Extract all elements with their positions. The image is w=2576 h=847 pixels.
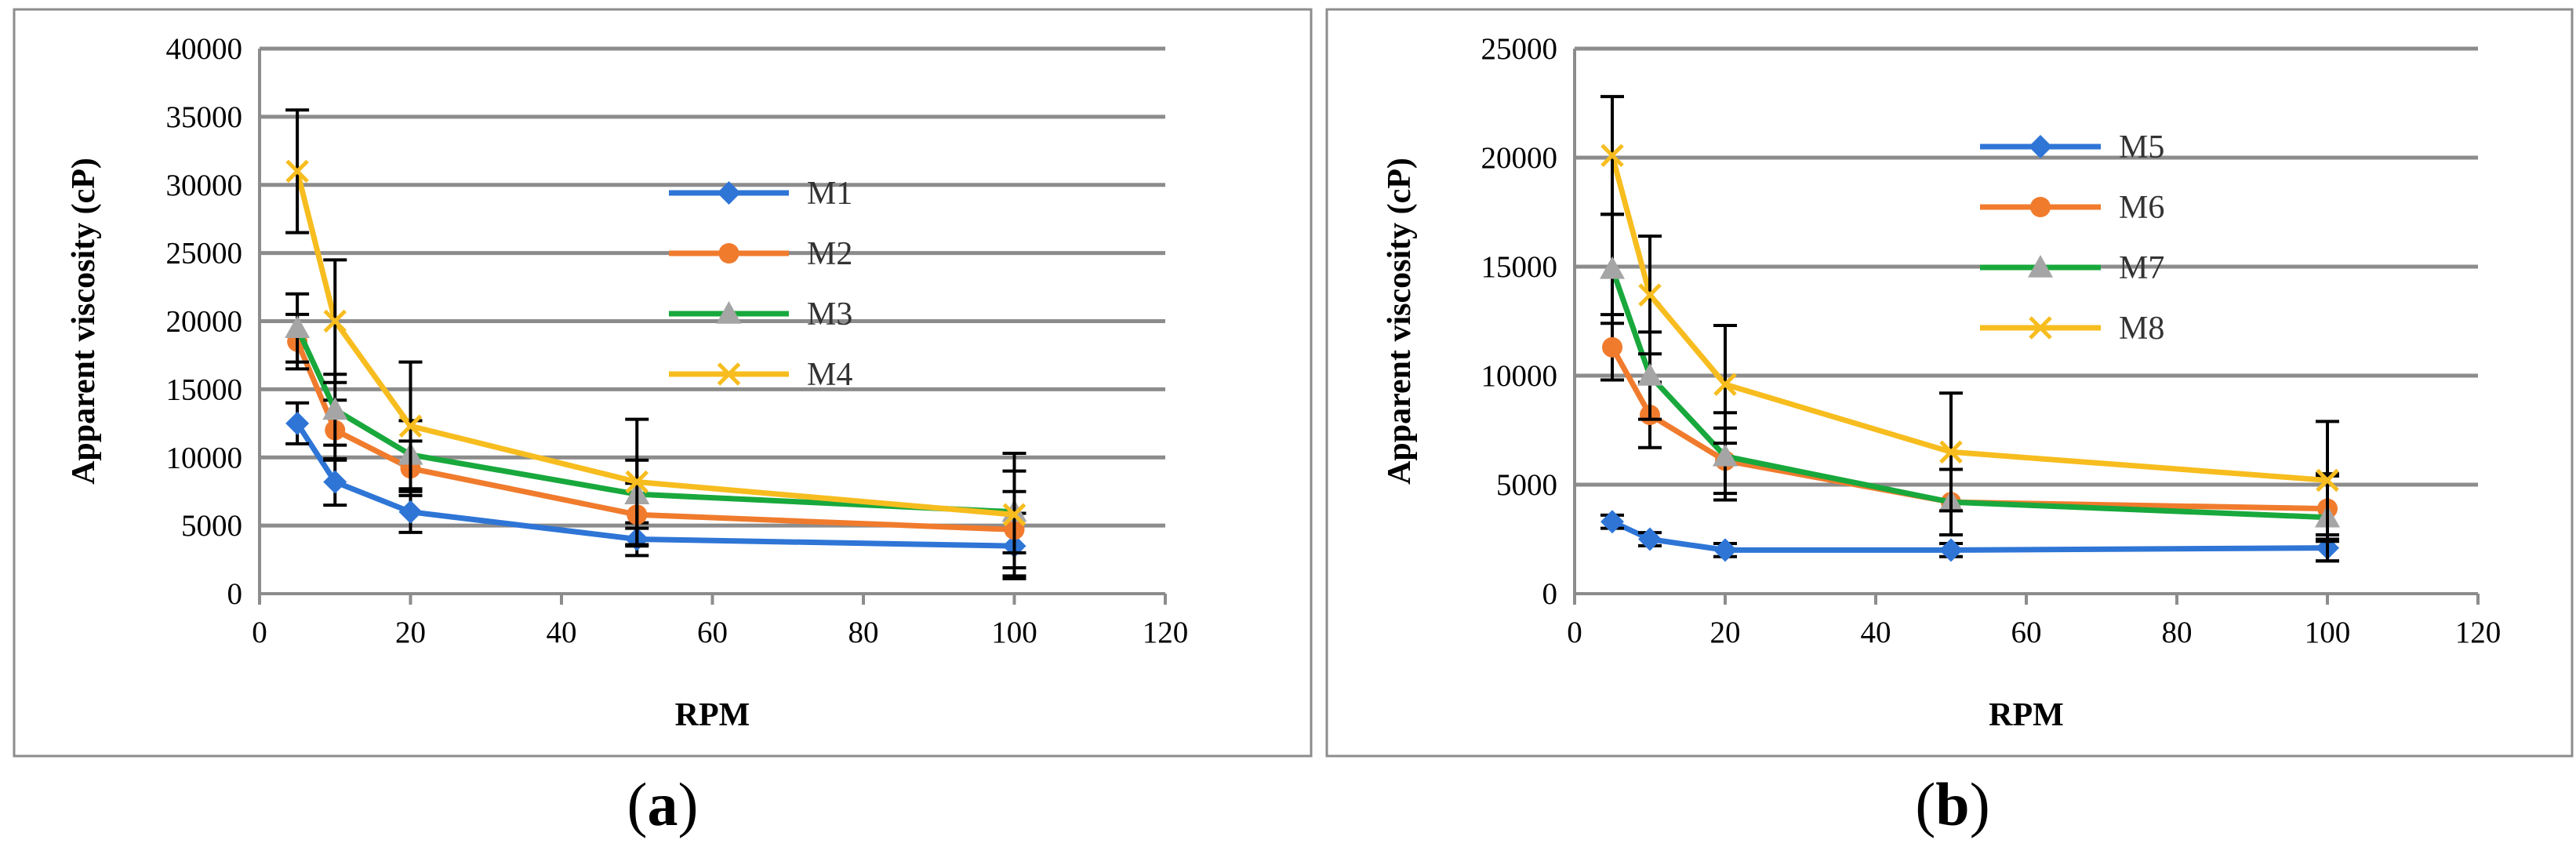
legend-label: M7 [2119,250,2164,286]
x-tick-label: 0 [1567,616,1582,649]
data-point [1002,503,1026,526]
x-tick-label: 20 [395,616,426,649]
panel-label: (a) [627,770,699,838]
legend-item-m3: M3 [669,296,852,333]
data-point [625,470,649,494]
y-tick-label: 20000 [1481,141,1558,175]
data-point [285,315,311,338]
series-m1 [285,401,1026,580]
y-tick-label: 15000 [1481,250,1558,284]
chart-frame [13,8,1313,758]
x-tick-label: 60 [697,616,728,649]
legend-marker [717,362,741,386]
x-tick-label: 60 [2011,616,2042,649]
y-tick-label: 5000 [1496,468,1557,502]
data-point [398,500,423,524]
data-point [285,411,310,435]
legend-label: M5 [2119,129,2164,165]
data-point [1600,510,1624,534]
legend-label: M4 [807,357,852,393]
data-point [1638,283,1662,307]
data-point [1602,336,1622,358]
legend-marker [718,243,739,264]
legend-item-m4: M4 [669,357,852,393]
legend-marker [2029,135,2052,158]
y-tick-label: 5000 [181,509,242,543]
data-point [285,159,309,184]
y-tick-label: 30000 [166,169,243,202]
x-axis-title: RPM [1989,697,2064,733]
legend-item-m5: M5 [1980,129,2164,165]
panel-label: (b) [1915,770,1989,838]
legend-item-m6: M6 [1980,190,2164,226]
legend-marker [2028,255,2053,278]
data-point [1600,144,1624,167]
chart-frame [1325,8,2574,758]
y-tick-label: 10000 [1481,359,1558,393]
y-tick-label: 20000 [166,305,243,339]
data-point [1939,440,1963,464]
legend-label: M8 [2119,311,2164,347]
x-tick-label: 40 [547,616,577,649]
data-point [1713,373,1737,396]
x-tick-label: 100 [991,616,1037,649]
y-axis-title: Apparent viscosity (cP) [1382,158,1418,485]
data-point [1637,363,1662,386]
legend-marker [716,301,742,324]
chart-b: 0 5000 10000 15000 20000 25000 0 20 40 60 80 100 120… [1325,8,2574,838]
x-tick-label: 40 [1861,616,1891,649]
data-point [323,470,347,494]
legend-label: M3 [807,296,852,333]
legend: M5 M6 M7 M8 [1980,129,2164,347]
legend-marker [717,181,741,205]
y-axis-title: Apparent viscosity (cP) [66,158,102,485]
data-point [322,397,348,420]
legend-label: M1 [807,176,852,212]
chart-panel-b: 0 5000 10000 15000 20000 25000 0 20 40 60 80 100 120… [1325,0,2576,847]
legend-marker [2030,197,2051,217]
x-tick-label: 120 [2455,616,2502,649]
chart-panel-a: 0 5000 10000 15000 20000 25000 30000 35000 40000… [13,8,1313,838]
legend-item-m1: M1 [669,176,852,212]
x-tick-label: 0 [252,616,267,649]
y-tick-label: 25000 [166,237,243,271]
x-axis-title: RPM [675,697,750,733]
data-point [1713,443,1738,467]
y-tick-label: 40000 [166,32,243,66]
y-tick-label: 0 [227,577,243,611]
y-tick-label: 25000 [1481,32,1558,66]
y-tick-label: 0 [1542,577,1558,611]
data-point [1600,256,1625,279]
legend-item-m2: M2 [669,236,852,272]
series-m4 [285,108,1026,578]
x-tick-label: 100 [2305,616,2351,649]
legend-label: M2 [807,236,852,272]
legend: M1 M2 M3 M4 [669,176,852,393]
chart-a: 0 5000 10000 15000 20000 25000 30000 35000 40000… [13,8,1313,838]
y-tick-label: 10000 [166,441,243,474]
data-point [323,309,347,333]
x-tick-label: 20 [1710,616,1741,649]
series-m8 [1600,95,2339,541]
x-tick-label: 80 [848,616,879,649]
data-point [2316,468,2339,493]
x-tick-label: 120 [1143,616,1189,649]
y-tick-label: 35000 [166,100,243,134]
x-tick-label: 80 [2162,616,2193,649]
data-point [1939,538,1963,562]
legend-label: M6 [2119,190,2164,226]
y-tick-label: 15000 [166,373,243,406]
data-point [1713,538,1737,562]
data-point [1638,527,1662,551]
legend-item-m8: M8 [1980,311,2164,347]
legend-marker [2029,316,2052,340]
legend-item-m7: M7 [1980,250,2164,286]
data-point [398,414,423,438]
